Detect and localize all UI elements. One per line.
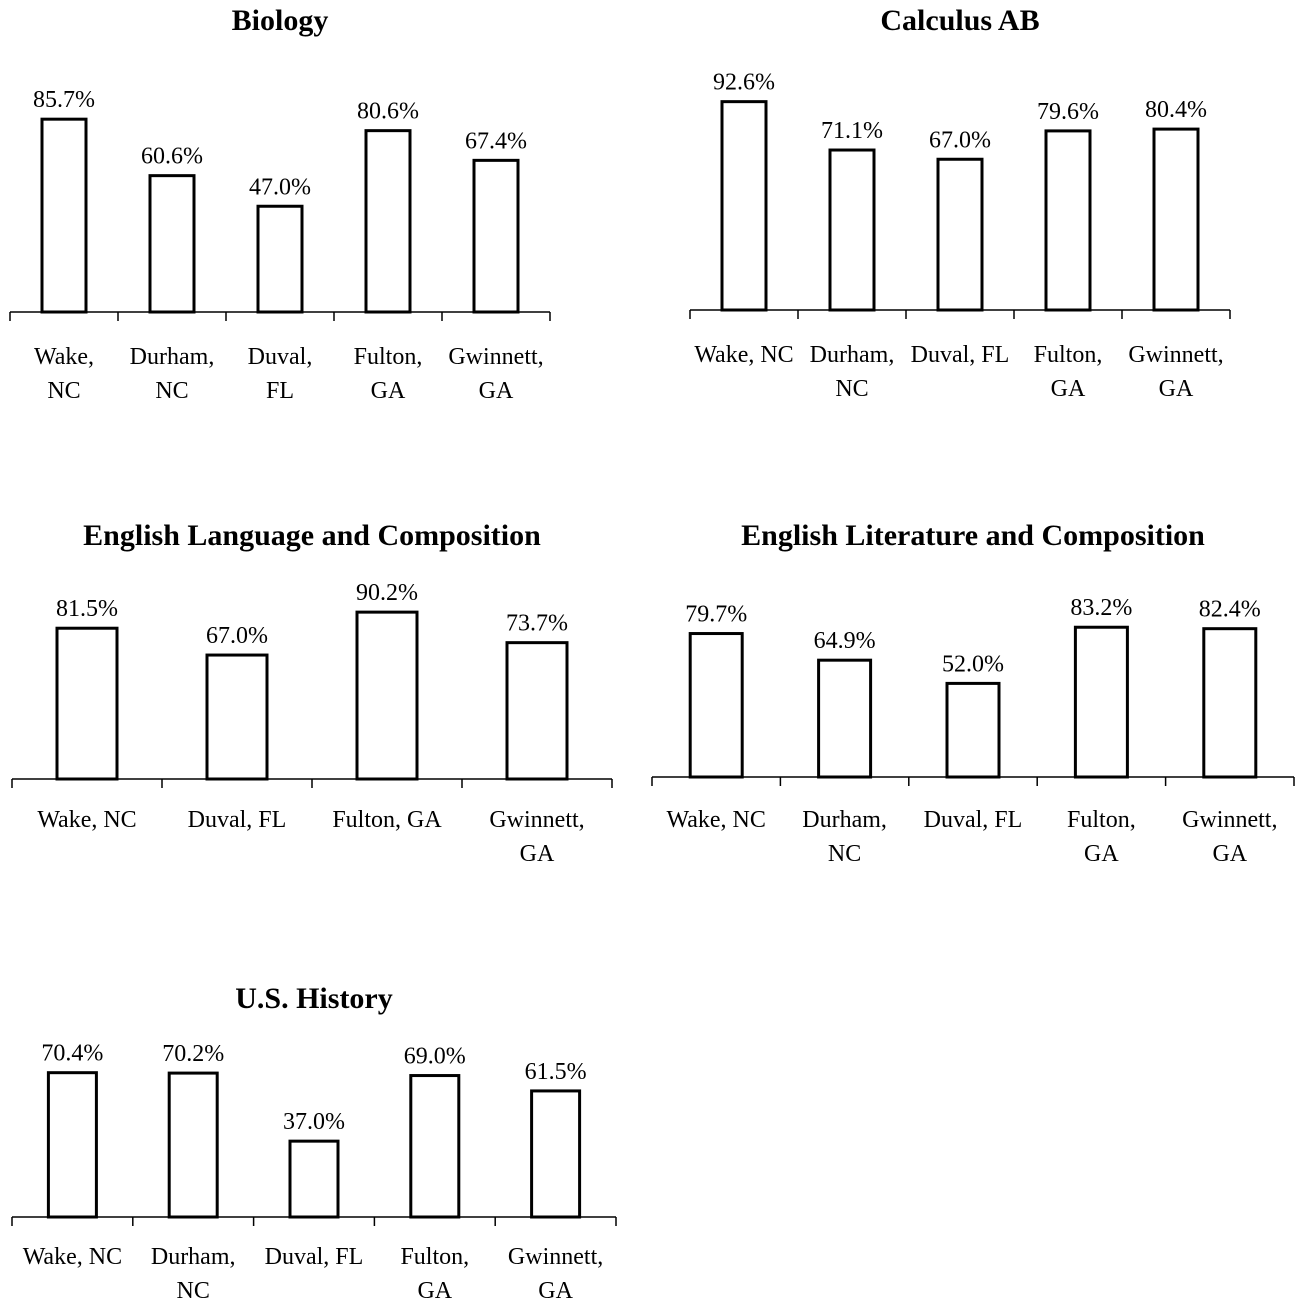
data-label: 81.5% xyxy=(56,596,118,622)
data-label: 70.2% xyxy=(162,1041,224,1067)
data-label: 79.6% xyxy=(1037,99,1099,125)
category-label: Durham, NC xyxy=(129,344,215,404)
data-label: 67.0% xyxy=(929,127,991,153)
chart-title: English Language and Composition xyxy=(83,519,541,552)
data-label: 73.7% xyxy=(506,611,568,637)
bar xyxy=(1044,129,1092,312)
chart-title: Biology xyxy=(231,4,329,37)
category-label: Fulton, GA xyxy=(400,1244,470,1304)
data-label: 79.7% xyxy=(685,602,747,628)
data-label: 60.6% xyxy=(141,144,203,170)
data-label: 61.5% xyxy=(525,1059,587,1085)
chart-plot: 85.7% 60.6% 47.0% 80.6% 67.4% xyxy=(9,87,551,321)
chart-title: Calculus AB xyxy=(880,4,1040,37)
bar xyxy=(256,204,304,314)
data-label: 69.0% xyxy=(404,1044,466,1070)
chart-panel-us-history: U.S. History 70.4% 70.2% 37.0% 69.0% 61.5% W… xyxy=(11,978,617,1304)
bar xyxy=(205,653,269,781)
data-label: 90.2% xyxy=(356,580,418,606)
bar xyxy=(936,157,984,312)
category-label: Wake, NC xyxy=(37,807,137,833)
data-label: 67.0% xyxy=(206,623,268,649)
category-label: Duval, FL xyxy=(264,1244,364,1270)
category-label: Durham, NC xyxy=(150,1244,236,1304)
bar xyxy=(1202,627,1258,779)
bar xyxy=(817,658,873,779)
data-label: 47.0% xyxy=(249,174,311,200)
data-label: 70.4% xyxy=(41,1041,103,1067)
category-label: Duval, FL xyxy=(923,807,1023,833)
category-label: Gwinnett, GA xyxy=(1128,342,1224,402)
bar xyxy=(945,681,1001,779)
chart-title: English Literature and Composition xyxy=(741,519,1205,552)
bar xyxy=(505,641,569,781)
category-label: Fulton, GA xyxy=(332,807,442,833)
category-label: Fulton, GA xyxy=(1033,342,1103,402)
data-label: 80.4% xyxy=(1145,97,1207,123)
bar xyxy=(40,117,88,314)
data-label: 64.9% xyxy=(814,628,876,654)
category-label: Wake, NC xyxy=(22,1244,123,1270)
chart-plot: 79.7% 64.9% 52.0% 83.2% 82.4% xyxy=(651,595,1295,786)
data-label: 37.0% xyxy=(283,1109,345,1135)
bar xyxy=(364,129,412,314)
bar xyxy=(472,158,520,314)
data-label: 71.1% xyxy=(821,118,883,144)
data-label: 82.4% xyxy=(1199,597,1261,623)
category-label: Wake, NC xyxy=(33,344,95,404)
bar xyxy=(167,1071,219,1219)
category-label: Wake, NC xyxy=(694,342,794,368)
category-label: Durham, NC xyxy=(809,342,895,402)
bar xyxy=(148,174,196,314)
category-label: Duval, FL xyxy=(910,342,1010,368)
data-label: 52.0% xyxy=(942,651,1004,677)
chart-title: U.S. History xyxy=(235,982,393,1015)
category-label: Gwinnett, GA xyxy=(1182,807,1278,867)
bar xyxy=(288,1139,340,1219)
category-label: Gwinnett, GA xyxy=(507,1244,604,1304)
bar xyxy=(409,1074,461,1219)
chart-panel-biology: Biology 85.7% 60.6% 47.0% 80.6% 67.4% Wake, … xyxy=(9,0,551,420)
category-label: Fulton, GA xyxy=(353,344,423,404)
bar xyxy=(55,626,119,781)
category-label: Duval, FL xyxy=(187,807,287,833)
bar xyxy=(1073,625,1129,779)
category-label: Fulton, GA xyxy=(1067,807,1136,867)
chart-panel-english-language: English Language and Composition 81.5% 67… xyxy=(11,515,613,895)
category-label: Durham, NC xyxy=(802,807,887,867)
chart-panel-english-literature: English Literature and Composition 79.7%… xyxy=(651,515,1295,895)
category-label: Gwinnett, GA xyxy=(489,807,585,867)
bar xyxy=(355,610,419,781)
data-label: 67.4% xyxy=(465,128,527,154)
chart-plot: 70.4% 70.2% 37.0% 69.0% 61.5% xyxy=(11,1041,617,1226)
bar xyxy=(1152,127,1200,312)
bar xyxy=(46,1071,98,1219)
data-label: 85.7% xyxy=(33,87,95,113)
category-label: Gwinnett, GA xyxy=(448,344,544,404)
data-label: 92.6% xyxy=(713,70,775,96)
data-label: 80.6% xyxy=(357,99,419,125)
bar xyxy=(530,1089,582,1219)
chart-plot: 92.6% 71.1% 67.0% 79.6% 80.4% xyxy=(689,70,1231,319)
bar xyxy=(720,100,768,312)
data-label: 83.2% xyxy=(1070,595,1132,621)
category-label: Duval, FL xyxy=(247,344,313,404)
chart-plot: 81.5% 67.0% 90.2% 73.7% xyxy=(11,580,613,788)
bar xyxy=(688,632,744,779)
category-label: Wake, NC xyxy=(666,807,766,833)
bar xyxy=(828,148,876,312)
chart-panel-calculus-ab: Calculus AB 92.6% 71.1% 67.0% 79.6% 80.4% Wa… xyxy=(689,0,1231,420)
